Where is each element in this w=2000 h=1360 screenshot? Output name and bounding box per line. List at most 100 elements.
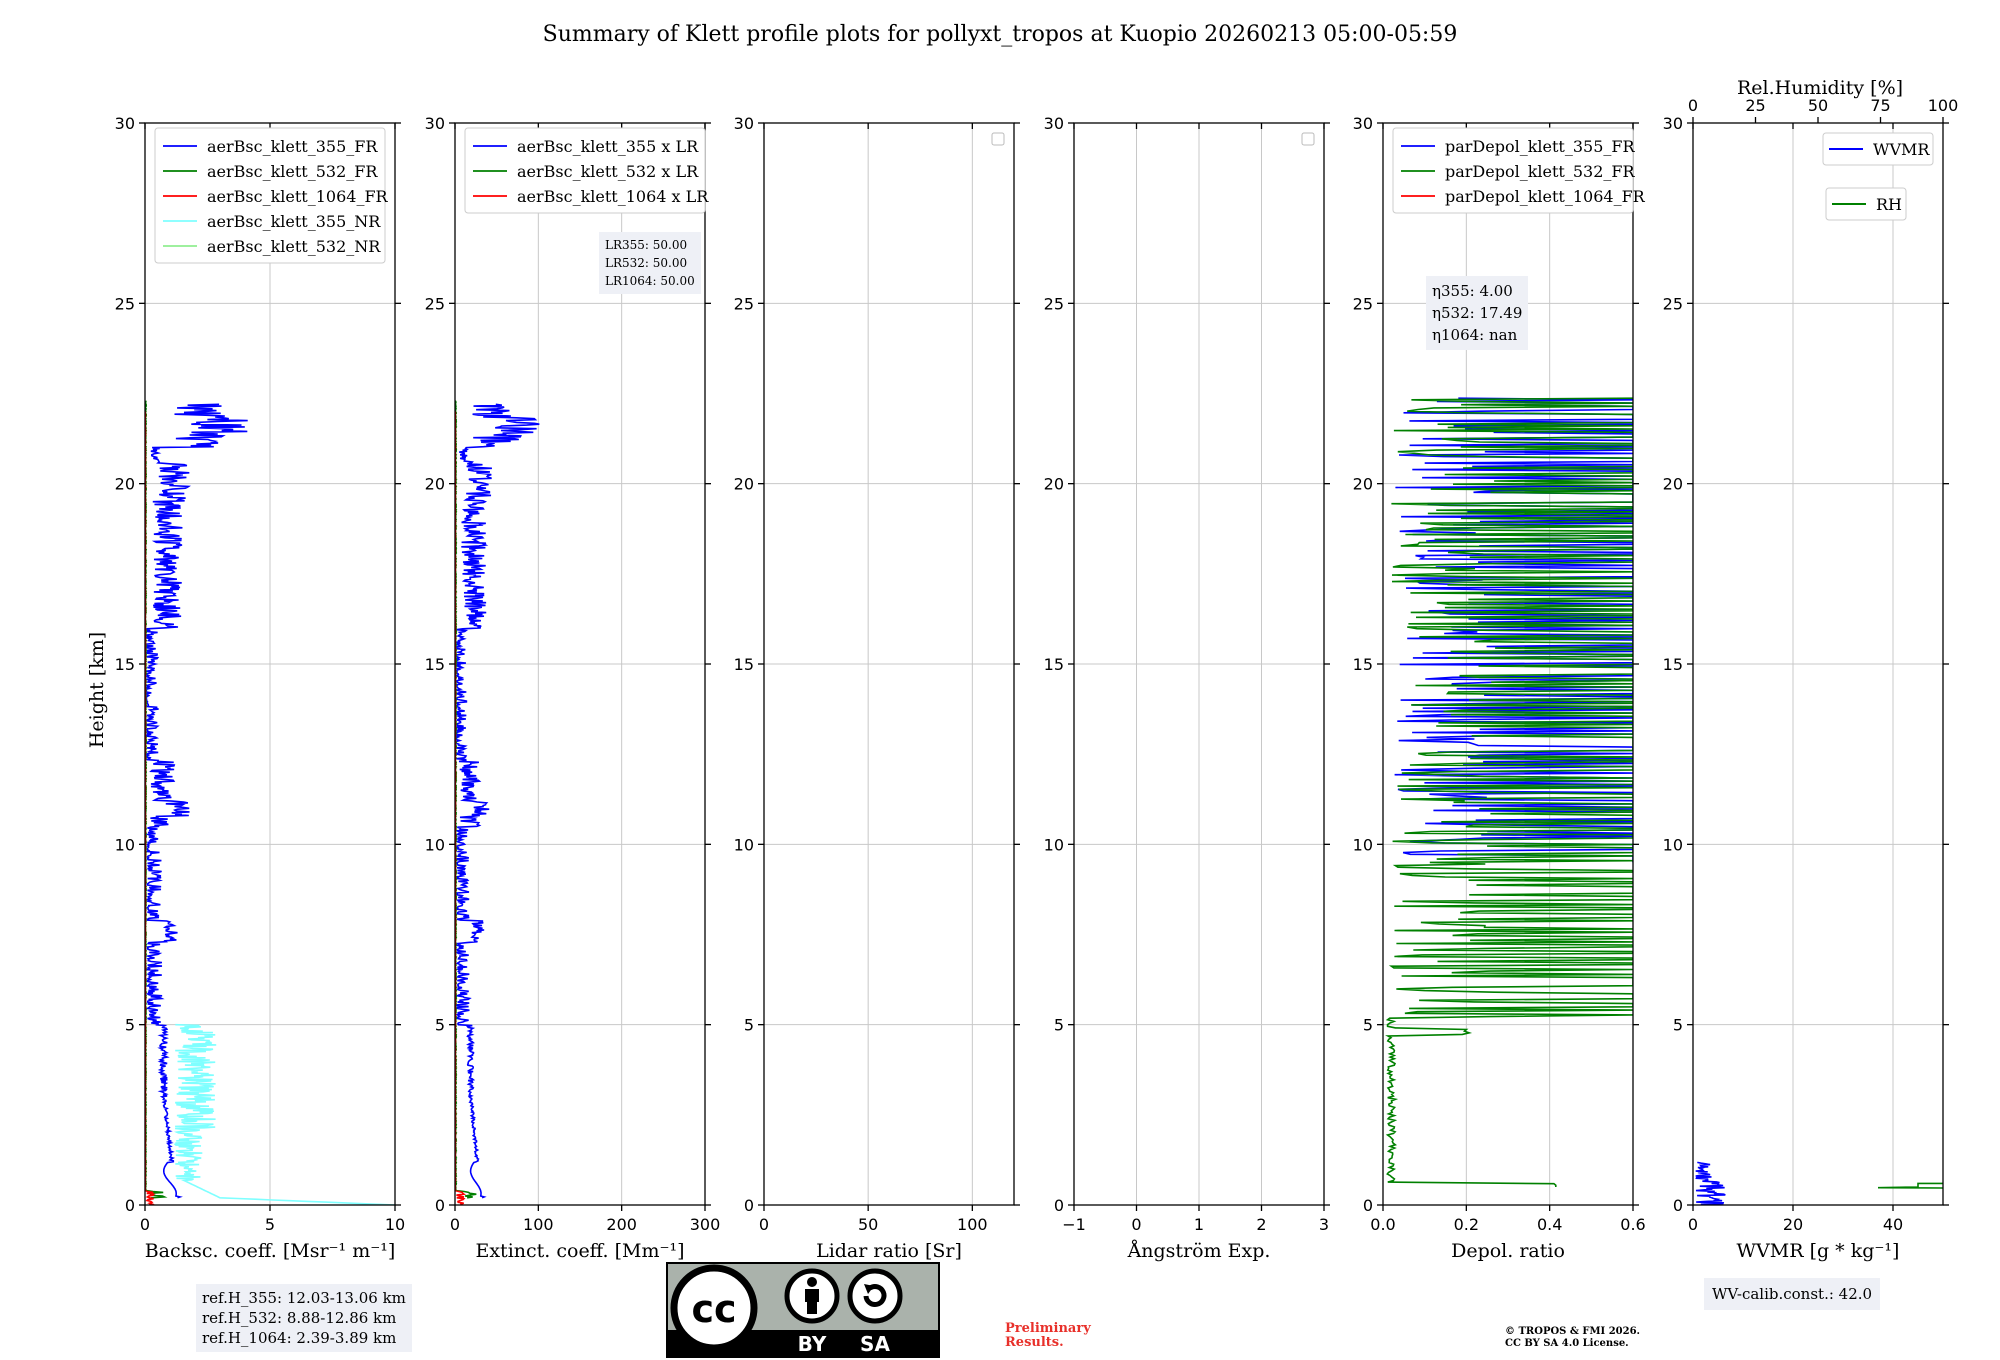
series-group — [1695, 1161, 1943, 1205]
ytick-label: 10 — [425, 835, 445, 854]
ytick-label: 5 — [1363, 1016, 1373, 1035]
cc-circle-icon — [670, 1264, 758, 1352]
by-text: BY — [798, 1332, 827, 1356]
panel-backscatter: 0 5 10 0 5 10 15 20 25 30 Backsc. coeff. [Msr⁻¹ m⁻… — [115, 114, 406, 1262]
legend-label: WVMR — [1873, 140, 1930, 159]
ytick-label: 30 — [1044, 114, 1064, 133]
ytick-label: 30 — [1663, 114, 1683, 133]
x2tick-label: 25 — [1745, 96, 1765, 115]
series-group — [1385, 397, 1633, 1187]
x2tick-label: 75 — [1870, 96, 1890, 115]
lr-532: LR532: 50.00 — [605, 256, 688, 270]
panel-extinction: 0 100 200 300 0 5 10 15 20 25 30 Extinct. coeff. [M… — [425, 114, 721, 1262]
xlabel-backscatter: Backsc. coeff. [Msr⁻¹ m⁻¹] — [145, 1240, 396, 1262]
ytick-label: 0 — [1363, 1196, 1373, 1215]
series-line-aerBsc_klett_355_NR — [173, 1023, 395, 1205]
legend-label: aerBsc_klett_355 x LR — [517, 137, 699, 156]
legend-label: aerBsc_klett_1064 x LR — [517, 187, 709, 206]
ytick-label: 10 — [734, 835, 754, 854]
xtick-label: 5 — [265, 1215, 275, 1234]
ytick-label: 30 — [1353, 114, 1373, 133]
x2label-rh: Rel.Humidity [%] — [1737, 77, 1903, 99]
empty-legend-box — [1301, 132, 1315, 146]
panel-lidar-ratio: 0 50 100 0 5 10 15 20 25 30 Lidar ratio [Sr] — [734, 114, 1020, 1262]
legend-label: aerBsc_klett_532_NR — [207, 237, 381, 256]
ytick-label: 10 — [1353, 835, 1373, 854]
xtick-label: 20 — [1783, 1215, 1803, 1234]
series-line-aerBsc_klett_355 x LR — [455, 403, 540, 1199]
xtick-label: 0 — [140, 1215, 150, 1234]
ytick-label: 25 — [425, 294, 445, 313]
xtick-label: 3 — [1319, 1215, 1329, 1234]
wv-calib-box: WV-calib.const.: 42.0 — [1704, 1278, 1881, 1310]
xtick-label: 200 — [606, 1215, 637, 1234]
legend-label: aerBsc_klett_532 x LR — [517, 162, 699, 181]
lr-355: LR355: 50.00 — [605, 238, 688, 252]
series-group — [455, 400, 540, 1205]
ytick-label: 25 — [1663, 294, 1683, 313]
ytick-label: 25 — [1044, 294, 1064, 313]
xtick-label: 50 — [858, 1215, 878, 1234]
panel-wvmr: 0 20 40 0 5 10 15 20 25 30 0 25 50 75 100 WVMR [g * kg⁻… — [1663, 96, 1959, 1262]
ytick-label: 20 — [1353, 475, 1373, 494]
ytick-label: 20 — [425, 475, 445, 494]
ytick-label: 20 — [115, 475, 135, 494]
xtick-label: 0 — [759, 1215, 769, 1234]
ytick-label: 25 — [734, 294, 754, 313]
legend-box — [464, 127, 706, 214]
ref-h-532: ref.H_532: 8.88-12.86 km — [202, 1309, 397, 1327]
ytick-label: 15 — [1663, 655, 1683, 674]
lr-1064: LR1064: 50.00 — [605, 274, 695, 288]
x2tick-label: 50 — [1808, 96, 1828, 115]
series-line-WVMR — [1695, 1161, 1726, 1205]
legend-box — [154, 127, 386, 264]
xlabel-extinction: Extinct. coeff. [Mm⁻¹] — [475, 1240, 684, 1262]
ytick-label: 15 — [115, 655, 135, 674]
sa-text: SA — [860, 1332, 890, 1356]
xtick-label: 2 — [1256, 1215, 1266, 1234]
ytick-label: 15 — [1044, 655, 1064, 674]
legend-label: aerBsc_klett_355_NR — [207, 212, 381, 231]
x2tick-label: 0 — [1688, 96, 1698, 115]
ytick-label: 25 — [115, 294, 135, 313]
xtick-label: 0 — [1688, 1215, 1698, 1234]
xlabel-wvmr: WVMR [g * kg⁻¹] — [1737, 1240, 1900, 1262]
legend-label: parDepol_klett_1064_FR — [1445, 187, 1646, 206]
ylabel-height: Height [km] — [86, 632, 108, 748]
preliminary-note: Preliminary Results. — [1005, 1321, 1091, 1350]
ytick-label: 30 — [115, 114, 135, 133]
panel-depol: 0.0 0.2 0.4 0.6 0 5 10 15 20 25 30 Depol. ratio parD… — [1353, 114, 1646, 1262]
legend-label: aerBsc_klett_1064_FR — [207, 187, 389, 206]
ytick-label: 5 — [1054, 1016, 1064, 1035]
eta-1064: η1064: nan — [1432, 326, 1518, 344]
ytick-label: 5 — [1673, 1016, 1683, 1035]
figure-title: Summary of Klett profile plots for polly… — [542, 22, 1458, 47]
ytick-label: 20 — [1663, 475, 1683, 494]
xtick-label: 0.0 — [1370, 1215, 1395, 1234]
ytick-label: 10 — [1044, 835, 1064, 854]
ytick-label: 20 — [734, 475, 754, 494]
xlabel-lidar-ratio: Lidar ratio [Sr] — [816, 1240, 962, 1262]
xtick-label: 1 — [1194, 1215, 1204, 1234]
ref-h-355: ref.H_355: 12.03-13.06 km — [202, 1289, 406, 1307]
copyright-note: © TROPOS & FMI 2026. CC BY SA 4.0 Licens… — [1505, 1326, 1641, 1349]
legend-label: parDepol_klett_532_FR — [1445, 162, 1636, 181]
ytick-label: 25 — [1353, 294, 1373, 313]
xlabel-angstrom: Ångström Exp. — [1127, 1240, 1271, 1262]
xtick-label: 0 — [450, 1215, 460, 1234]
ytick-label: 5 — [125, 1016, 135, 1035]
legend-label: aerBsc_klett_532_FR — [207, 162, 378, 181]
lr-info-box: LR355: 50.00 LR532: 50.00 LR1064: 50.00 — [599, 232, 701, 294]
cc-by-sa-logo: cc BY SA — [666, 1262, 940, 1358]
series-line-RH — [1877, 1182, 1943, 1189]
xtick-label: 0.2 — [1454, 1215, 1479, 1234]
xtick-label: 10 — [385, 1215, 405, 1234]
xlabel-depol: Depol. ratio — [1451, 1240, 1565, 1262]
xtick-label: 40 — [1883, 1215, 1903, 1234]
ytick-label: 10 — [115, 835, 135, 854]
xtick-label: 0.4 — [1537, 1215, 1562, 1234]
xtick-label: 100 — [523, 1215, 554, 1234]
cc-letters: cc — [691, 1287, 736, 1331]
